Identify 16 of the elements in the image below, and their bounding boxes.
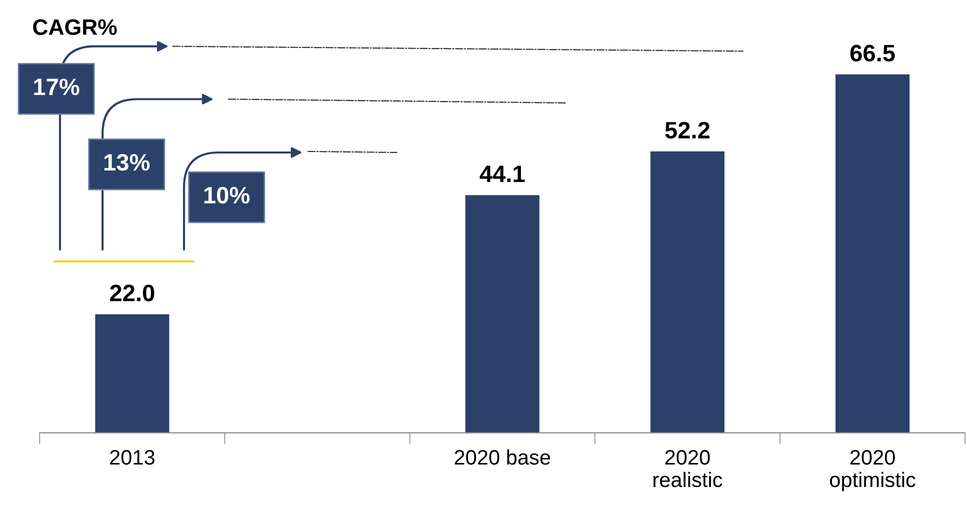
annotation: 10% <box>204 186 250 204</box>
bar <box>465 195 540 433</box>
x-tick-label: 2020 optimistic <box>830 450 916 492</box>
data-label: 66.5 <box>850 44 895 62</box>
x-tick-label: 2013 <box>110 450 154 465</box>
x-tick-label: 2020 base <box>454 449 550 465</box>
bar <box>95 314 170 433</box>
annotation: 17% <box>34 78 80 96</box>
annotation: 13% <box>104 154 150 171</box>
text: CAGR% <box>33 19 117 36</box>
data-label: 44.1 <box>480 166 525 182</box>
data-label: 52.2 <box>665 122 710 139</box>
x-tick-label: 2020 realistic <box>654 450 722 488</box>
bar <box>650 151 724 433</box>
data-label: 22.0 <box>110 284 154 302</box>
bar <box>836 74 910 433</box>
